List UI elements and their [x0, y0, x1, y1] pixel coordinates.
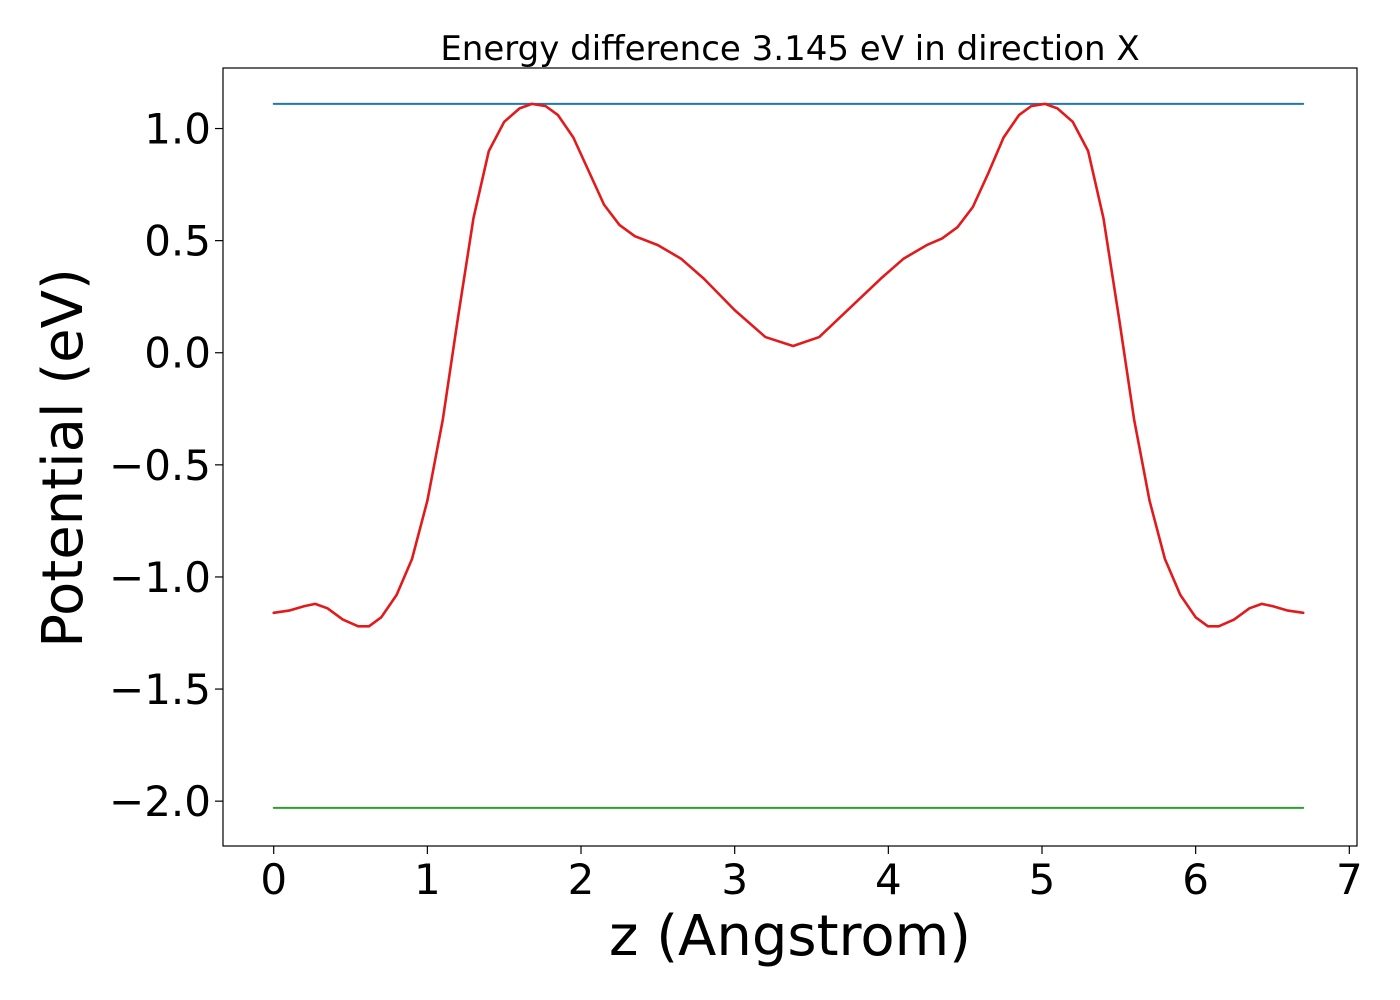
y-tick-label-1: 0.5 — [144, 217, 211, 266]
y-axis-title: Potential (eV) — [31, 268, 96, 648]
y-tick-label-6: −2.0 — [109, 777, 211, 826]
x-tick-label-5: 5 — [1029, 855, 1056, 904]
y-tick-label-3: −0.5 — [109, 441, 211, 490]
x-tick-label-4: 4 — [875, 855, 902, 904]
chart-title: Energy difference 3.145 eV in direction … — [440, 29, 1139, 69]
axis-ticks: 0 1 2 3 4 5 6 7 1.0 0.5 0.0 −0.5 −1.0 −1.5 −2.0 — [109, 105, 1363, 904]
y-tick-label-0: 1.0 — [144, 105, 211, 154]
x-tick-label-2: 2 — [568, 855, 595, 904]
x-tick-label-7: 7 — [1336, 855, 1363, 904]
x-axis-title: z (Angstrom) — [609, 904, 971, 969]
plot-area — [222, 67, 1358, 847]
series-line-2 — [272, 102, 1305, 628]
y-tick-label-4: −1.0 — [109, 553, 211, 602]
y-tick-label-2: 0.0 — [144, 329, 211, 378]
y-tick-label-5: −1.5 — [109, 665, 211, 714]
plot-frame — [222, 67, 1358, 847]
x-tick-label-1: 1 — [414, 855, 441, 904]
x-tick-label-3: 3 — [721, 855, 748, 904]
x-tick-label-6: 6 — [1182, 855, 1209, 904]
x-tick-label-0: 0 — [260, 855, 287, 904]
